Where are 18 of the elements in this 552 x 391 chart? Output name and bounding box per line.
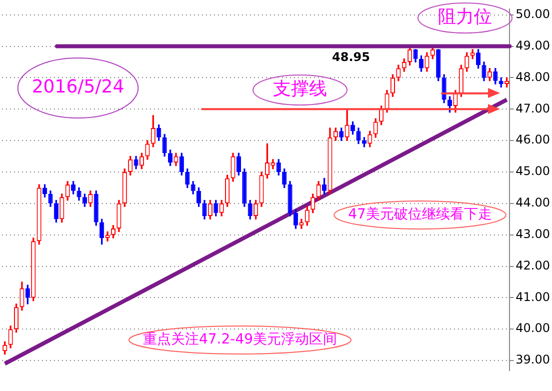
y-tick-label: 39.00: [516, 352, 550, 367]
ref-line-label: 阻力位: [438, 6, 492, 28]
y-tick-label: 46.00: [516, 132, 550, 147]
y-tick-label: 43.00: [516, 226, 550, 241]
y-tick-label: 45.00: [516, 164, 550, 178]
y-tick-label: 44.00: [516, 196, 550, 210]
ref-line-label: 支撑线: [273, 78, 327, 100]
y-tick-label: 48.00: [516, 70, 550, 84]
annotation: 47美元破位继续看下走: [348, 206, 492, 223]
y-tick-label: 41.00: [516, 290, 550, 304]
annotation: 48.95: [332, 50, 370, 64]
y-tick-label: 49.00: [516, 38, 550, 52]
y-tick-label: 42.00: [516, 258, 550, 272]
y-tick-label: 50.00: [516, 6, 550, 21]
y-tick-label: 40.00: [516, 321, 550, 336]
annotation: 重点关注47.2-49美元浮动区间: [142, 332, 338, 348]
annotation: 2016/5/24: [32, 76, 124, 98]
y-tick-label: 47.00: [516, 101, 550, 116]
